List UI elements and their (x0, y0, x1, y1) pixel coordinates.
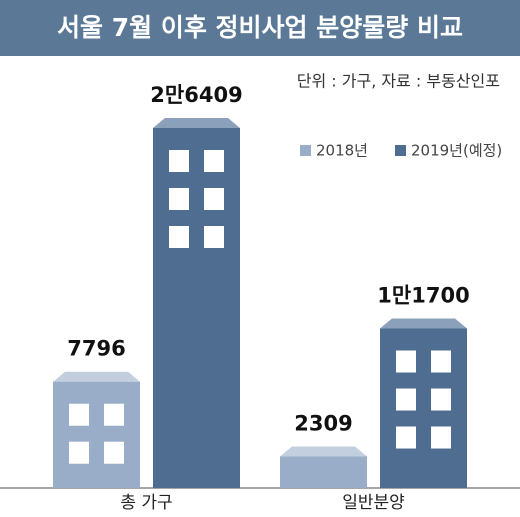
window (431, 388, 451, 411)
window (69, 441, 89, 464)
window (396, 350, 416, 373)
value-label: 2309 (294, 412, 352, 436)
legend-label: 2019년(예정) (411, 142, 502, 160)
window (104, 403, 124, 426)
bar (53, 381, 140, 488)
roof (280, 446, 367, 457)
x-tick-label: 일반분양 (342, 493, 405, 513)
legend-label: 2018년 (316, 142, 368, 160)
window (169, 150, 189, 172)
window (69, 403, 89, 426)
window (169, 188, 189, 210)
chart-title: 서울 7월 이후 정비사업 분양물량 비교 (57, 13, 463, 42)
window (396, 388, 416, 411)
bar (153, 128, 240, 488)
window (431, 426, 451, 449)
x-tick-label: 총 가구 (120, 493, 172, 513)
roof (153, 118, 240, 128)
value-label: 2만6409 (150, 83, 242, 107)
bar (380, 328, 467, 488)
roof (53, 371, 140, 382)
window (204, 226, 224, 248)
subtitle: 단위 : 가구, 자료 : 부동산인포 (297, 72, 500, 91)
bar (280, 456, 367, 488)
roof (380, 318, 467, 329)
window (169, 226, 189, 248)
window (204, 150, 224, 172)
window (396, 426, 416, 449)
legend-swatch (300, 145, 311, 156)
value-label: 1만1700 (377, 284, 469, 308)
window (431, 350, 451, 373)
window (104, 441, 124, 464)
title-bar (0, 0, 520, 56)
window (204, 188, 224, 210)
legend-swatch (395, 145, 406, 156)
value-label: 7796 (67, 337, 125, 361)
